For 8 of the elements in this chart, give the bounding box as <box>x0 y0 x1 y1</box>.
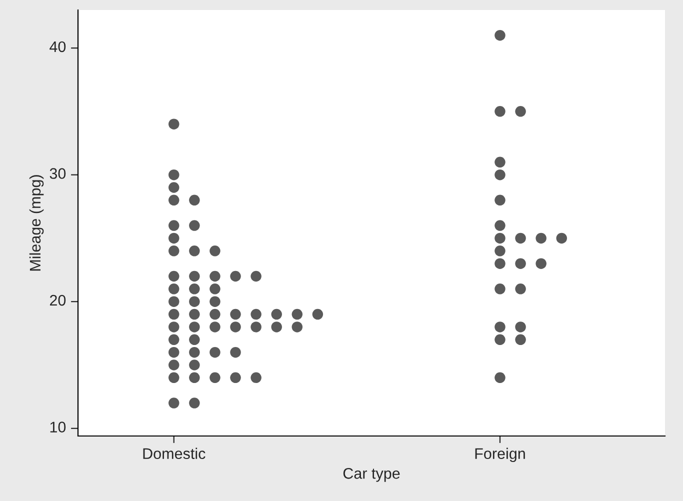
x-tick-label: Foreign <box>475 448 525 462</box>
x-axis-title: Car type <box>343 468 400 482</box>
y-tick-label: 40 <box>50 41 66 52</box>
x-tick-label: Domestic <box>143 448 206 460</box>
y-tick-label: 20 <box>50 294 66 306</box>
y-tick-label: 10 <box>50 422 66 432</box>
y-axis-title: Mileage (mpg) <box>29 175 44 271</box>
y-tick-label: 30 <box>50 168 66 179</box>
